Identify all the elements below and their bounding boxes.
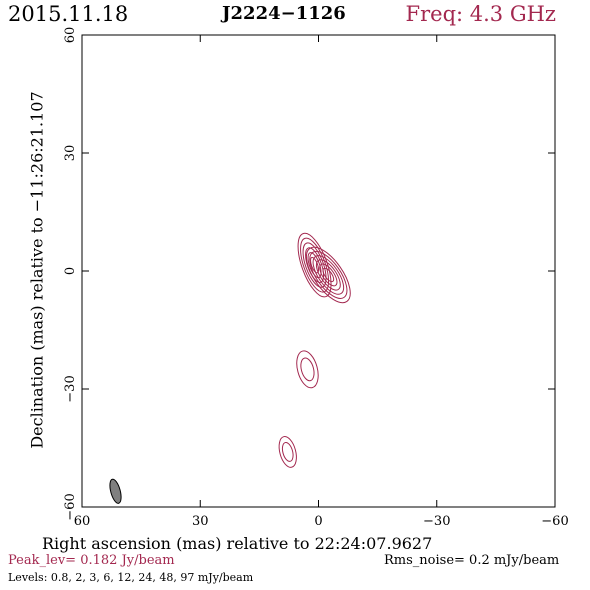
x-tick-label: −30	[423, 514, 450, 529]
peak-value: 0.182 Jy/beam	[80, 553, 175, 568]
contour-knot-1	[296, 350, 319, 389]
contours	[278, 232, 351, 468]
beam	[109, 478, 122, 504]
y-tick-label: −30	[63, 375, 78, 402]
y-tick-label: 30	[63, 145, 78, 162]
tick-labels: 60 30 0 −30 −60 −60 −30 0 30 60	[63, 27, 569, 529]
contour-jet-inner	[309, 250, 348, 299]
levels-label: Levels:	[8, 571, 48, 584]
rms-value: 0.2 mJy/beam	[469, 553, 560, 568]
contour-jet-inner	[322, 267, 335, 283]
contour-knot-2	[278, 436, 297, 468]
contour-jet-inner	[312, 255, 345, 295]
contour-core	[297, 232, 332, 298]
y-tick-label: 0	[63, 267, 78, 275]
y-tick-label: −60	[63, 493, 78, 520]
contour-jet-inner	[315, 259, 341, 291]
contour-levels: Levels: 0.8, 2, 3, 6, 12, 24, 48, 97 mJy…	[8, 571, 253, 584]
x-tick-label: 60	[74, 514, 91, 529]
source-name: J2224−1126	[222, 3, 346, 24]
peak-label: Peak_lev=	[8, 553, 77, 568]
x-tick-label: 0	[314, 514, 322, 529]
beam-ellipse	[109, 478, 122, 504]
contour-knot-2	[281, 441, 294, 462]
rms-label: Rms_noise=	[384, 553, 465, 568]
y-axis-label: Declination (mas) relative to −11:26:21.…	[27, 91, 47, 449]
y-tick-label: 60	[63, 27, 78, 44]
frequency-label: Freq: 4.3 GHz	[405, 2, 556, 26]
axis-ticks	[81, 34, 556, 508]
contour-jet-inner	[305, 246, 351, 304]
x-axis-label: Right ascension (mas) relative to 22:24:…	[42, 534, 433, 553]
peak-level: Peak_lev= 0.182 Jy/beam	[8, 553, 175, 568]
x-tick-label: −60	[541, 514, 568, 529]
observation-date: 2015.11.18	[8, 2, 129, 26]
contour-knot-1	[300, 357, 315, 382]
rms-noise: Rms_noise= 0.2 mJy/beam	[384, 553, 559, 568]
levels-values: 0.8, 2, 3, 6, 12, 24, 48, 97 mJy/beam	[50, 571, 254, 584]
contour-core	[310, 256, 320, 274]
contour-core	[307, 252, 322, 279]
contour-jet-inner	[319, 263, 338, 287]
x-tick-label: 30	[192, 514, 209, 529]
